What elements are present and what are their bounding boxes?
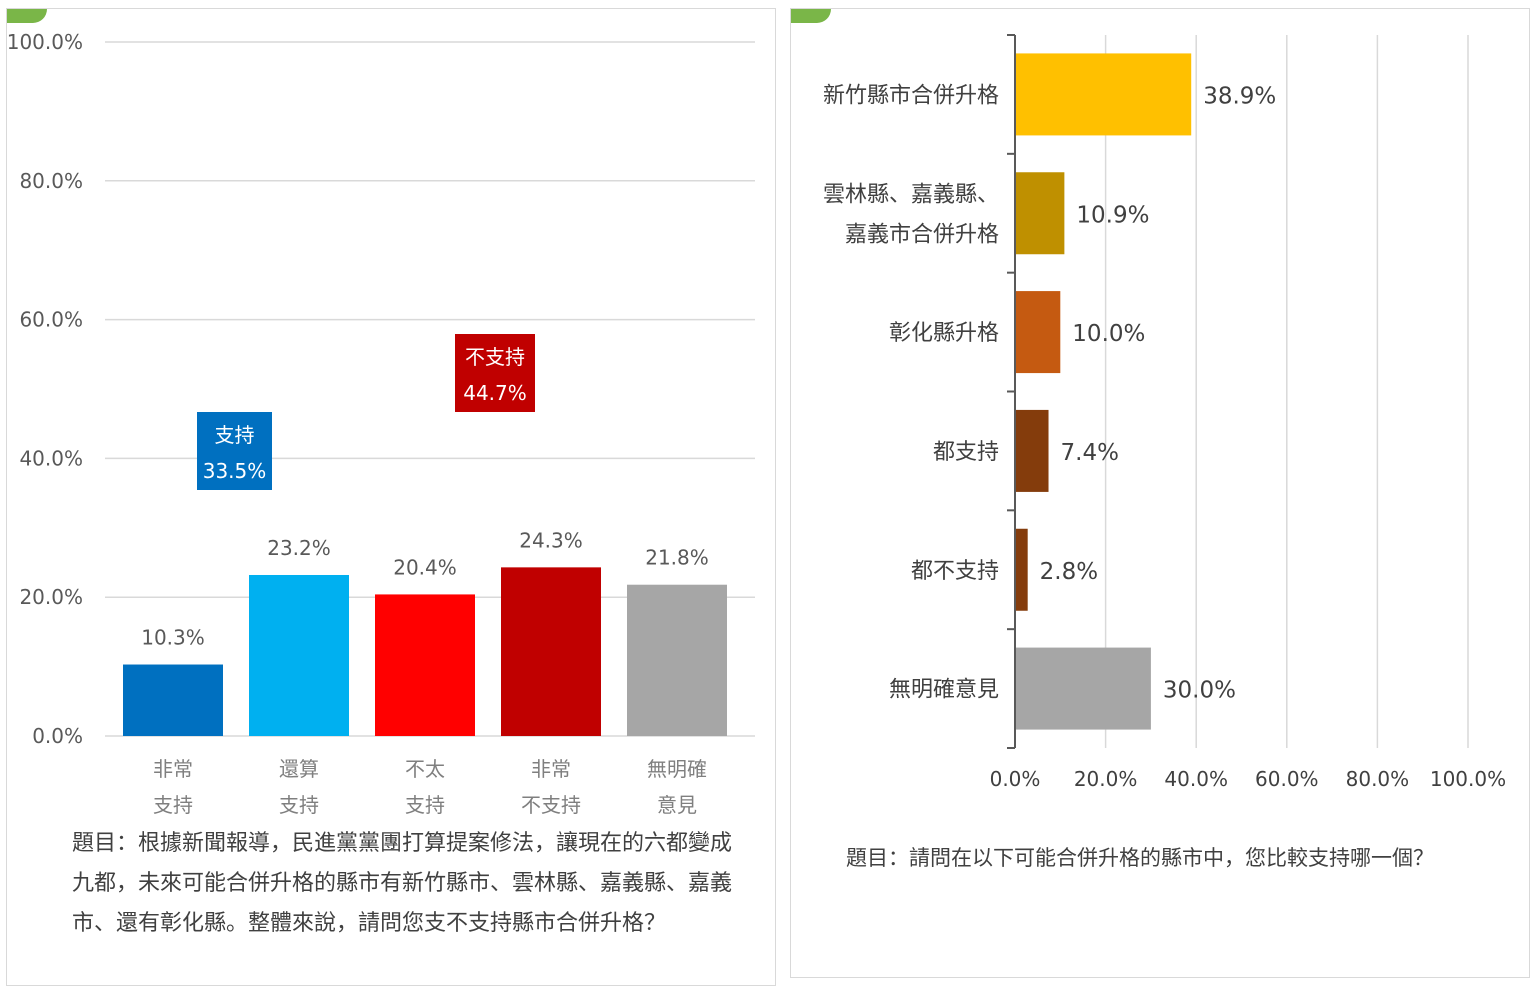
bar-data-label: 21.8% bbox=[645, 546, 709, 570]
y-category-label: 雲林縣、嘉義縣、 bbox=[823, 182, 999, 207]
x-tick-label: 40.0% bbox=[1164, 767, 1228, 791]
bar-data-label: 30.0% bbox=[1163, 678, 1236, 704]
x-category-label: 不太 bbox=[405, 757, 445, 781]
left-question-text: 題目：根據新聞報導，民進黨黨團打算提案修法，讓現在的六都變成九都，未來可能合併升… bbox=[72, 831, 733, 936]
bar bbox=[375, 594, 475, 736]
y-tick-label: 0.0% bbox=[32, 724, 83, 748]
bar bbox=[1016, 53, 1192, 136]
bar bbox=[1016, 409, 1049, 492]
y-tick-label: 100.0% bbox=[7, 30, 83, 54]
x-category-label: 支持 bbox=[153, 793, 193, 817]
x-category-label: 不支持 bbox=[521, 793, 581, 817]
left-chart-panel bbox=[6, 8, 776, 986]
summary-badge bbox=[197, 412, 272, 490]
bar-data-label: 7.4% bbox=[1061, 440, 1119, 466]
x-category-label: 非常 bbox=[531, 757, 571, 781]
bar-data-label: 24.3% bbox=[519, 528, 583, 552]
bar bbox=[1016, 528, 1028, 611]
x-category-label: 支持 bbox=[405, 793, 445, 817]
x-tick-label: 80.0% bbox=[1346, 767, 1410, 791]
y-tick-label: 80.0% bbox=[19, 169, 83, 193]
summary-badge-value: 44.7% bbox=[463, 381, 527, 405]
y-category-label: 都不支持 bbox=[911, 559, 999, 584]
bar-data-label: 10.0% bbox=[1072, 321, 1145, 347]
y-category-label: 都支持 bbox=[933, 440, 999, 465]
bar-data-label: 2.8% bbox=[1040, 559, 1098, 585]
y-category-label: 嘉義市合併升格 bbox=[845, 222, 999, 247]
right-chart-panel bbox=[790, 8, 1530, 978]
bar bbox=[501, 567, 601, 736]
bar bbox=[249, 574, 349, 736]
x-tick-label: 0.0% bbox=[990, 767, 1041, 791]
left-bar-chart: 0.0%20.0%40.0%60.0%80.0%100.0%10.3%非常支持2… bbox=[7, 30, 755, 817]
bar-data-label: 20.4% bbox=[393, 555, 457, 579]
bar-data-label: 10.3% bbox=[141, 626, 205, 650]
bar-data-label: 10.9% bbox=[1076, 202, 1149, 228]
summary-badge-label: 支持 bbox=[215, 423, 255, 447]
x-category-label: 非常 bbox=[153, 757, 193, 781]
bar bbox=[123, 664, 223, 736]
x-category-label: 無明確 bbox=[647, 757, 707, 781]
x-tick-label: 100.0% bbox=[1430, 767, 1506, 791]
summary-badge-value: 33.5% bbox=[203, 459, 267, 483]
corner-accent bbox=[7, 9, 47, 23]
y-category-label: 無明確意見 bbox=[889, 678, 999, 703]
x-tick-label: 60.0% bbox=[1255, 767, 1319, 791]
x-tick-label: 20.0% bbox=[1074, 767, 1138, 791]
bar bbox=[1016, 291, 1061, 374]
corner-accent bbox=[791, 9, 831, 23]
summary-badge-label: 不支持 bbox=[465, 345, 525, 369]
x-category-label: 意見 bbox=[657, 793, 697, 817]
y-tick-label: 20.0% bbox=[19, 585, 83, 609]
right-question-text: 題目：請問在以下可能合併升格的縣市中，您比較支持哪一個？ bbox=[846, 846, 1434, 870]
bar bbox=[1016, 647, 1151, 730]
x-category-label: 還算 bbox=[279, 757, 319, 781]
bar bbox=[627, 584, 727, 736]
right-bar-chart: 0.0% 20.0% 40.0% 60.0% 80.0% 100.0% 38.9% 新竹縣市合… bbox=[823, 34, 1506, 791]
bar bbox=[1016, 172, 1065, 255]
x-category-label: 支持 bbox=[279, 793, 319, 817]
y-tick-label: 40.0% bbox=[19, 446, 83, 470]
bar-data-label: 38.9% bbox=[1203, 83, 1276, 109]
y-tick-label: 60.0% bbox=[19, 308, 83, 332]
summary-badge bbox=[455, 334, 535, 412]
y-category-label: 彰化縣升格 bbox=[889, 321, 999, 346]
y-category-label: 新竹縣市合併升格 bbox=[823, 83, 999, 108]
bar-data-label: 23.2% bbox=[267, 536, 331, 560]
